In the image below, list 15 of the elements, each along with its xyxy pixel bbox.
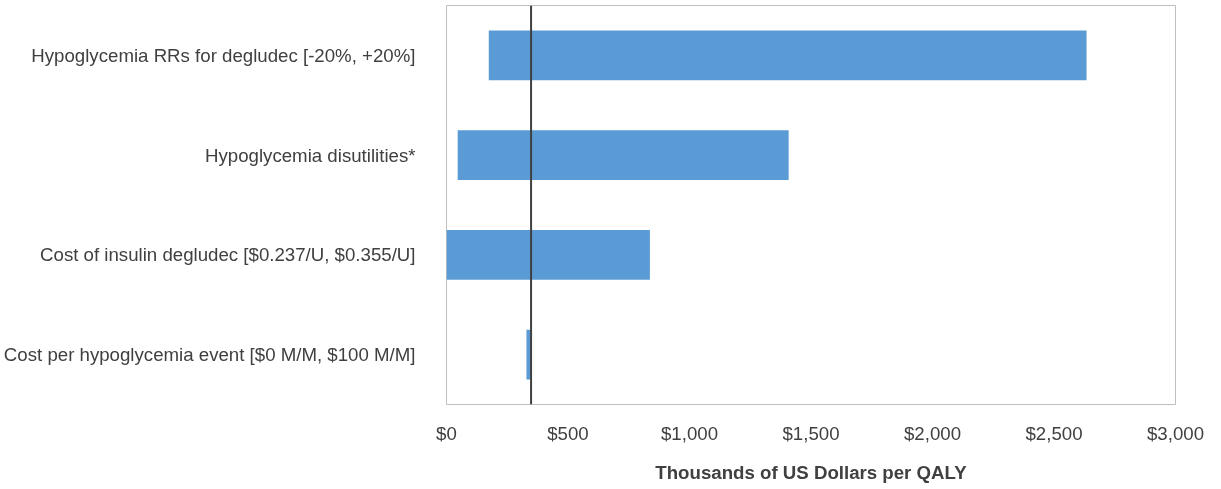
y-tick-label: Hypoglycemia disutilities*	[205, 144, 416, 166]
x-tick-label: $3,000	[1146, 422, 1205, 444]
x-tick-label: $2,000	[903, 422, 962, 444]
y-tick-label: Cost of insulin degludec [$0.237/U, $0.355/U]	[40, 244, 416, 266]
bar	[457, 130, 789, 181]
x-tick-label: $2,500	[1025, 422, 1083, 444]
y-tick-label: Hypoglycemia RRs for degludec [-20%, +20%]	[31, 44, 416, 66]
x-axis-title: Thousands of US Dollars per QALY	[655, 461, 968, 483]
x-tick-label: $1,500	[782, 422, 840, 444]
x-tick-label: $0	[436, 422, 457, 444]
bar	[446, 229, 650, 280]
y-tick-label: Cost per hypoglycemia event [$0 M/M, $100 M/M]	[3, 344, 416, 366]
bar	[488, 30, 1087, 81]
x-tick-label: $500	[547, 422, 589, 444]
x-tick-label: $1,000	[660, 422, 719, 444]
